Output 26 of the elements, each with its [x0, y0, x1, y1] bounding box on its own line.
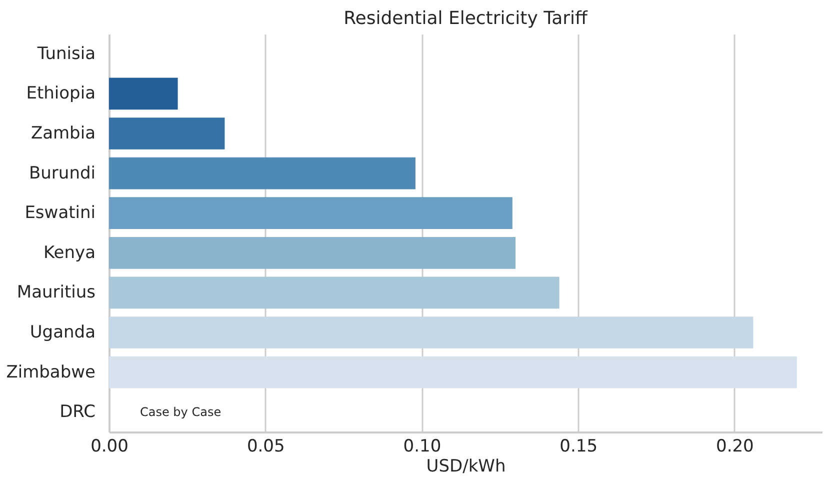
bar — [109, 236, 516, 269]
y-tick-label: Uganda — [30, 322, 96, 342]
y-tick-label: Zimbabwe — [6, 362, 96, 382]
bar — [109, 197, 512, 230]
x-tick-label: 0.20 — [716, 436, 754, 456]
x-tick-label: 0.05 — [246, 436, 285, 456]
x-axis-title: USD/kWh — [426, 456, 506, 476]
y-tick-label: Burundi — [29, 163, 96, 184]
bar — [109, 276, 560, 309]
y-tick-label: DRC — [60, 402, 96, 422]
annotation: Case by Case — [140, 405, 222, 420]
bar — [109, 356, 797, 388]
x-tick-label: 0.00 — [90, 436, 128, 456]
chart-title: Residential Electricity Tariff — [344, 8, 588, 29]
bar — [109, 78, 178, 110]
y-tick-label: Ethiopia — [26, 84, 96, 104]
bar — [109, 316, 754, 348]
x-tick-label: 0.10 — [403, 436, 442, 456]
y-tick-label: Eswatini — [24, 203, 96, 224]
y-tick-label: Tunisia — [36, 44, 96, 64]
y-tick-label: Kenya — [43, 242, 96, 263]
bar — [109, 157, 416, 190]
bar — [109, 118, 225, 150]
y-tick-label: Mauritius — [16, 282, 96, 303]
y-tick-label: Zambia — [30, 124, 96, 144]
x-tick-label: 0.15 — [560, 436, 598, 456]
